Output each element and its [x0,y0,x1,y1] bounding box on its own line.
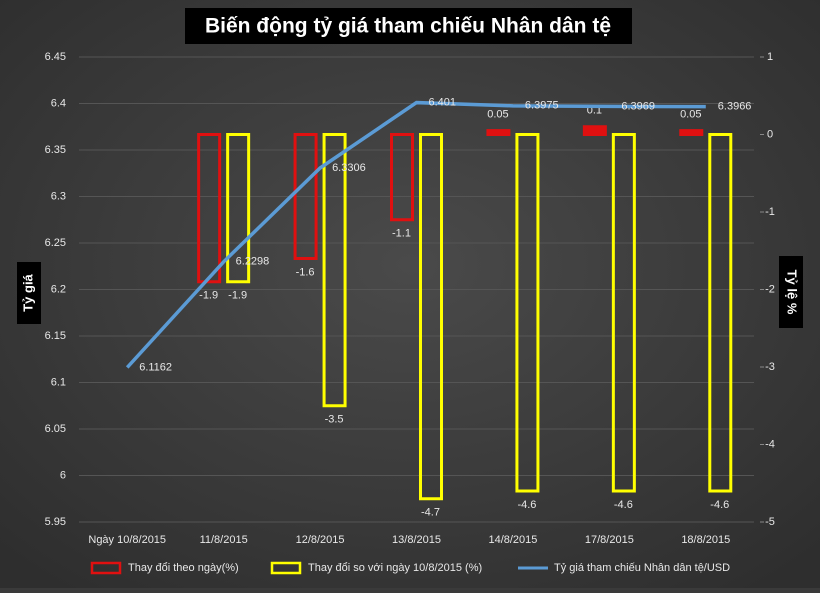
data-label: -4.7 [421,507,440,519]
bar [293,133,318,260]
x-tick-label: 13/8/2015 [392,534,441,546]
y-title-box [17,262,41,324]
bar [679,129,704,136]
y-tick-label: 6.05 [45,423,66,435]
y2-tick-label: 0 [767,128,773,140]
y-tick-label: 6 [60,469,66,481]
data-label: 6.2298 [236,256,270,268]
legend-swatch [270,561,302,575]
data-label: 0.05 [680,109,701,121]
bar [708,133,733,493]
y-tick-label: 5.95 [45,516,66,528]
x-tick-label: 14/8/2015 [488,534,537,546]
legend-label: Tỷ giá tham chiếu Nhân dân tệ/USD [554,562,730,574]
x-tick-label: 18/8/2015 [681,534,730,546]
bar [390,133,414,222]
data-label: 6.401 [429,96,457,108]
bar [419,133,443,501]
data-label: 6.3966 [718,101,752,113]
data-label: 6.3975 [525,100,559,112]
legend-label: Thay đổi so với ngày 10/8/2015 (%) [308,562,482,574]
data-label: -1.1 [392,228,411,240]
y-tick-label: 6.4 [51,97,66,109]
y-axis-title: Tỷ giá [20,273,35,311]
data-label: 0.05 [487,109,508,121]
y-tick-label: 6.15 [45,330,66,342]
data-label: 6.1162 [139,361,172,373]
y2-tick-label: -4 [765,438,775,450]
chart-title: Biến động tỷ giá tham chiếu Nhân dân tệ [205,15,611,38]
title-box [185,8,632,44]
y2-tick-label: -3 [765,361,775,373]
data-label: -3.5 [325,414,344,426]
bar [226,133,251,284]
data-label: 6.3969 [621,100,655,112]
x-tick-label: 11/8/2015 [200,534,248,546]
data-label: -1.9 [199,290,218,302]
bar [197,133,222,284]
data-label: -1.6 [296,266,315,278]
data-label: -4.6 [614,499,633,511]
y-tick-label: 6.25 [45,237,66,249]
x-tick-label: 12/8/2015 [296,534,345,546]
y-tick-label: 6.2 [51,283,66,295]
y2-tick-label: 1 [767,51,773,63]
y2-tick-label: -2 [765,283,775,295]
line [125,100,706,369]
y-tick-label: 6.45 [45,51,66,63]
data-label: -1.9 [228,290,247,302]
data-label: -4.6 [517,499,536,511]
y2-title-box [779,256,803,328]
x-tick-label: Ngày 10/8/2015 [88,534,166,546]
y2-axis-title: Tỷ lệ % [785,270,800,315]
y2-tick-label: -5 [765,516,775,528]
data-label: 6.3306 [332,162,366,174]
y2-tick-label: -1 [765,206,775,218]
bar [515,133,540,493]
y-tick-label: 6.1 [51,376,66,388]
bar [611,133,636,493]
legend-label: Thay đổi theo ngày(%) [128,562,239,574]
bar [486,129,511,136]
y-tick-label: 6.3 [51,190,66,202]
y-tick-label: 6.35 [45,144,66,156]
data-label: -4.6 [710,499,729,511]
x-tick-label: 17/8/2015 [585,534,634,546]
bar [582,125,607,136]
legend-swatch [90,561,122,575]
bar [322,133,347,408]
